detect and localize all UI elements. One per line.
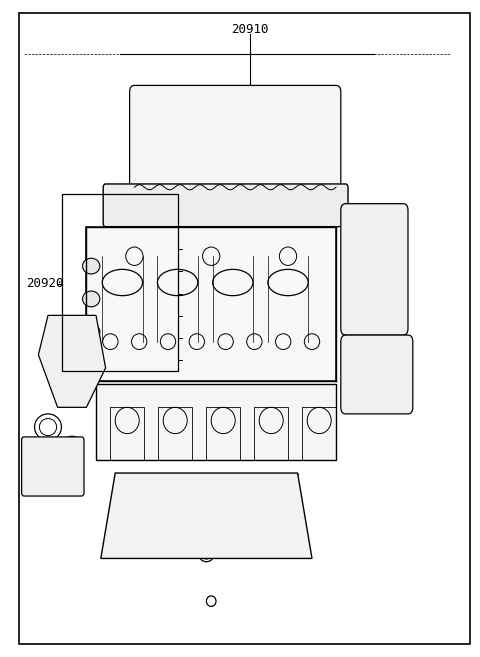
FancyBboxPatch shape (103, 184, 348, 227)
Bar (158, 407, 192, 460)
FancyBboxPatch shape (86, 227, 336, 381)
Bar (302, 407, 336, 460)
Bar (206, 407, 240, 460)
Bar (62, 194, 178, 371)
FancyBboxPatch shape (130, 85, 341, 191)
Polygon shape (38, 315, 106, 407)
Ellipse shape (83, 324, 100, 340)
Bar (254, 407, 288, 460)
Text: 20910: 20910 (231, 23, 268, 36)
FancyBboxPatch shape (341, 335, 413, 414)
Bar (110, 407, 144, 460)
FancyBboxPatch shape (96, 384, 336, 460)
Text: 20920: 20920 (26, 277, 64, 290)
FancyBboxPatch shape (341, 204, 408, 335)
Ellipse shape (83, 357, 100, 373)
Polygon shape (101, 473, 312, 558)
Ellipse shape (83, 258, 100, 274)
FancyBboxPatch shape (22, 437, 84, 496)
Ellipse shape (83, 291, 100, 307)
